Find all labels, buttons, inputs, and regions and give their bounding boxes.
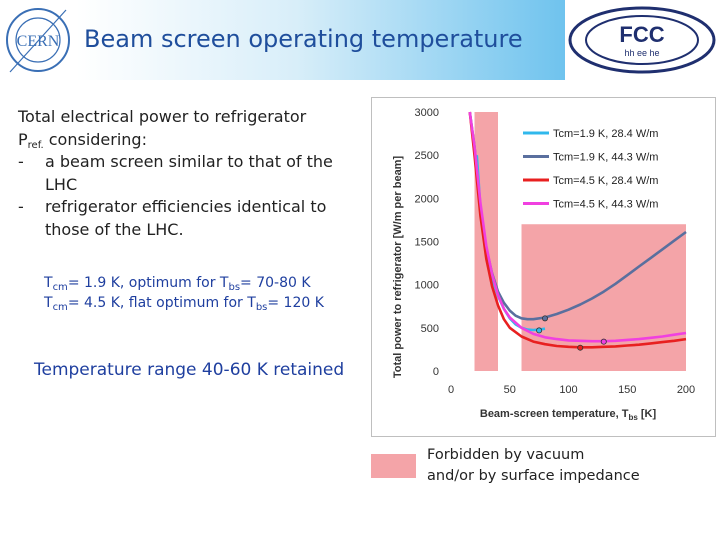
bullet-item-1: - a beam screen similar to that of the L…	[18, 151, 358, 196]
bullet-item-2: - refrigerator efficiencies identical to…	[18, 196, 358, 241]
forbidden-legend-line-1: Forbidden by vacuum	[427, 447, 585, 463]
fcc-logo: FCC hh ee he	[568, 6, 716, 74]
note-1-mid: = 1.9 K, optimum for T	[67, 275, 229, 291]
fcc-logo-subtext: hh ee he	[624, 48, 659, 58]
note-1: Tcm= 1.9 K, optimum for Tbs= 70-80 K	[44, 273, 324, 293]
cern-logo-text: CERN	[17, 33, 60, 50]
x-axis-label-main: Beam-screen temperature, T	[480, 408, 629, 420]
note-2-cm-sub: cm	[52, 302, 68, 313]
note-2-mid: = 4.5 K, flat optimum for T	[67, 295, 256, 311]
x-axis-label-sub: bs	[628, 413, 638, 422]
retained-range: Temperature range 40-60 K retained	[34, 360, 345, 380]
y-tick-label: 0	[433, 366, 439, 378]
x-axis-label-unit: [K]	[638, 408, 657, 420]
forbidden-legend-line-2: and/or by surface impedance	[427, 468, 640, 484]
optimum-point-3	[577, 344, 584, 351]
legend-entry-3: Tcm=4.5 K, 28.4 W/m	[553, 175, 658, 187]
optimum-notes: Tcm= 1.9 K, optimum for Tbs= 70-80 K Tcm…	[44, 273, 324, 313]
bullet-2-line-2: those of the LHC.	[45, 219, 184, 239]
legend-entry-1: Tcm=1.9 K, 28.4 W/m	[553, 128, 658, 140]
cern-logo: CERN	[6, 8, 70, 73]
series-line-4	[468, 111, 687, 343]
note-2-t: T	[44, 295, 53, 311]
note-1-bs-sub: bs	[228, 282, 241, 293]
x-tick-label: 0	[448, 384, 454, 396]
bullet-dash: -	[18, 152, 24, 171]
description-line-1: Total electrical power to refrigerator	[18, 107, 307, 126]
y-tick-label: 2000	[415, 193, 439, 205]
y-axis-label: Total power to refrigerator [W/m per bea…	[392, 156, 404, 379]
legend-entry-4: Tcm=4.5 K, 44.3 W/m	[553, 199, 658, 211]
note-1-t: T	[44, 275, 53, 291]
x-axis-label: Beam-screen temperature, Tbs [K]	[480, 408, 657, 422]
note-1-end: = 70-80 K	[240, 275, 311, 291]
bullet-2-line-1: refrigerator efficiencies identical to	[45, 197, 327, 216]
title-band	[76, 0, 565, 80]
note-2: Tcm= 4.5 K, flat optimum for Tbs= 120 K	[44, 293, 324, 313]
fcc-logo-text: FCC	[619, 22, 664, 47]
y-tick-label: 3000	[415, 107, 439, 119]
pref-symbol: P	[18, 129, 28, 149]
x-tick-label: 200	[677, 384, 695, 396]
y-tick-label: 2500	[415, 150, 439, 162]
optimum-point-4	[600, 338, 607, 345]
description-line-2: Pref. considering:	[18, 129, 358, 152]
x-tick-label: 150	[618, 384, 636, 396]
description: Total electrical power to refrigerator P…	[18, 106, 358, 241]
x-tick-label: 50	[504, 384, 516, 396]
bullet-1-line-2: LHC	[45, 174, 78, 194]
legend-entry-2: Tcm=1.9 K, 44.3 W/m	[553, 152, 658, 164]
y-tick-label: 1500	[415, 237, 439, 249]
y-tick-label: 500	[421, 323, 439, 335]
page-title: Beam screen operating temperature	[84, 25, 523, 53]
note-2-bs-sub: bs	[255, 302, 268, 313]
bullet-dash: -	[18, 197, 24, 216]
optimum-point-2	[541, 315, 548, 322]
forbidden-legend: Forbidden by vacuum and/or by surface im…	[427, 445, 640, 487]
bullet-1-line-1: a beam screen similar to that of the	[45, 152, 333, 171]
series-line-3	[468, 111, 687, 349]
forbidden-region-2	[521, 224, 686, 371]
pref-rest: considering:	[43, 129, 147, 149]
pref-subscript: ref.	[27, 139, 44, 151]
x-tick-label: 100	[559, 384, 577, 396]
forbidden-legend-swatch	[371, 454, 416, 478]
y-tick-label: 1000	[415, 280, 439, 292]
note-2-end: = 120 K	[267, 295, 324, 311]
optimum-point-1	[536, 327, 543, 334]
note-1-cm-sub: cm	[52, 282, 68, 293]
power-vs-temperature-chart: 0 500 1000 1500 2000 2500 3000 0 50 100 150 200 Tc…	[392, 107, 695, 422]
